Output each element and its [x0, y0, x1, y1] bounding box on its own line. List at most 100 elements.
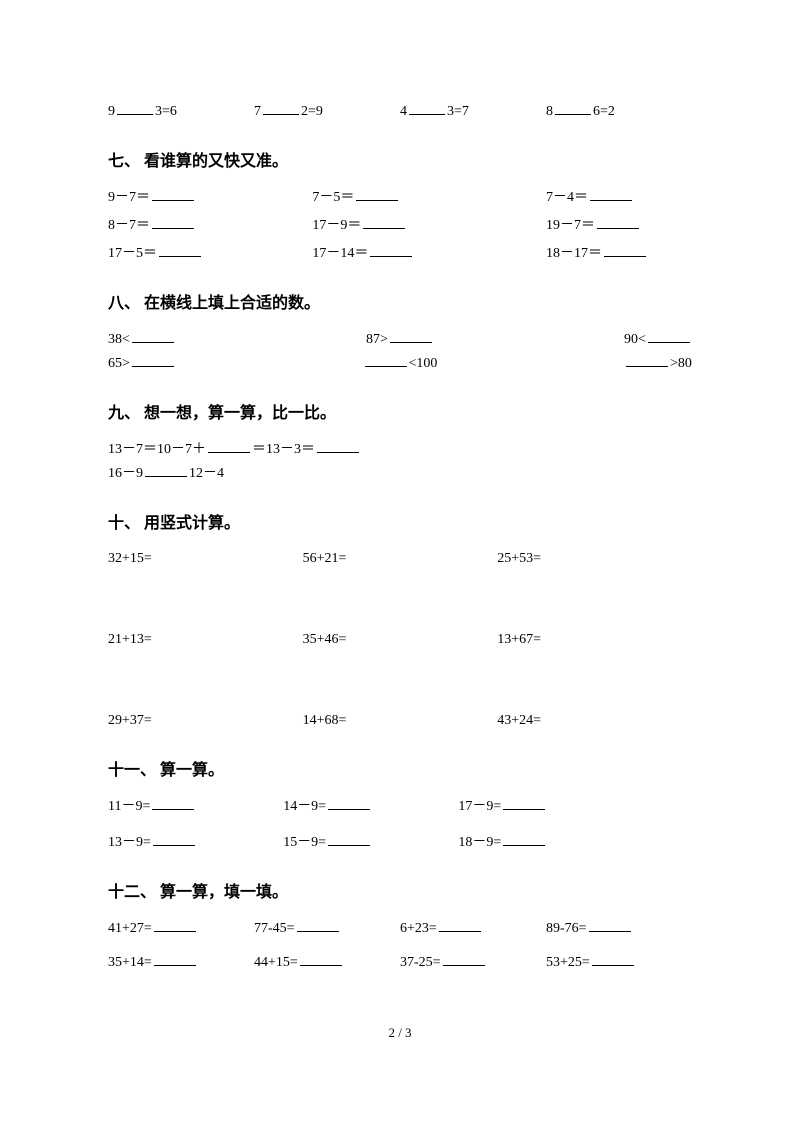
s9-line2: 16－912－4	[108, 462, 692, 484]
expr: 14+68=	[303, 710, 498, 731]
expr: 17－5＝	[108, 246, 157, 261]
expr: 9－7＝	[108, 190, 150, 205]
fill-blank[interactable]	[153, 831, 195, 846]
s9-line1: 13－7＝10－7＋＝13－3＝	[108, 438, 692, 460]
expr: 35+14=	[108, 955, 152, 970]
num: 7	[254, 104, 261, 119]
fill-blank[interactable]	[208, 438, 250, 453]
expr: 65>	[108, 356, 130, 371]
expr: 13－9=	[108, 835, 151, 850]
fill-blank[interactable]	[592, 951, 634, 966]
expr: 56+21=	[303, 548, 498, 569]
section-12-title: 十二、 算一算，填一填。	[108, 881, 692, 905]
section-9-title: 九、 想一想，算一算，比一比。	[108, 402, 692, 426]
top-item: 9 3=6	[108, 100, 254, 122]
top-fill-row: 9 3=6 72=9 43=7 86=2	[108, 100, 692, 122]
expr: 13+67=	[497, 629, 692, 650]
fill-blank[interactable]	[152, 795, 194, 810]
top-item: 86=2	[546, 100, 692, 122]
expr: 21+13=	[108, 629, 303, 650]
num: 9	[108, 104, 115, 119]
expr: 53+25=	[546, 955, 590, 970]
s8-row: 65> <100 >80	[108, 352, 692, 374]
s10-row: 29+37= 14+68= 43+24=	[108, 710, 692, 731]
s7-row: 17－5＝ 17－14＝ 18－17＝	[108, 242, 692, 264]
expr: 43+24=	[497, 710, 692, 731]
expr: >80	[670, 356, 692, 371]
fill-blank[interactable]	[439, 917, 481, 932]
fill-blank[interactable]	[363, 214, 405, 229]
s12-row: 41+27= 77-45= 6+23= 89-76=	[108, 917, 692, 939]
fill-blank[interactable]	[263, 100, 299, 115]
s11-row: 13－9= 15－9= 18－9=	[108, 831, 692, 853]
section-10-title: 十、 用竖式计算。	[108, 512, 692, 536]
fill-blank[interactable]	[503, 795, 545, 810]
expr: 7－4＝	[546, 190, 588, 205]
s11-row: 11－9= 14－9= 17－9=	[108, 795, 692, 817]
fill-blank[interactable]	[154, 917, 196, 932]
expr: 25+53=	[497, 548, 692, 569]
top-item: 43=7	[400, 100, 546, 122]
fill-blank[interactable]	[317, 438, 359, 453]
fill-blank[interactable]	[597, 214, 639, 229]
expr: 17－14＝	[312, 246, 368, 261]
worksheet-page: 9 3=6 72=9 43=7 86=2 七、 看谁算的又快又准。 9－7＝ 7－…	[0, 0, 800, 1083]
fill-blank[interactable]	[152, 186, 194, 201]
fill-blank[interactable]	[300, 951, 342, 966]
num: 6=2	[593, 104, 615, 119]
fill-blank[interactable]	[328, 795, 370, 810]
s7-row: 8－7＝ 17－9＝ 19－7＝	[108, 214, 692, 236]
fill-blank[interactable]	[604, 242, 646, 257]
expr: 44+15=	[254, 955, 298, 970]
s8-row: 38< 87> 90<	[108, 328, 692, 350]
fill-blank[interactable]	[365, 352, 407, 367]
expr: 87>	[366, 332, 388, 347]
top-item: 72=9	[254, 100, 400, 122]
expr: 18－9=	[458, 835, 501, 850]
s12-row: 35+14= 44+15= 37-25= 53+25=	[108, 951, 692, 973]
fill-blank[interactable]	[390, 328, 432, 343]
expr: 29+37=	[108, 710, 303, 731]
fill-blank[interactable]	[297, 917, 339, 932]
expr: 19－7＝	[546, 218, 595, 233]
section-8-title: 八、 在横线上填上合适的数。	[108, 292, 692, 316]
fill-blank[interactable]	[648, 328, 690, 343]
fill-blank[interactable]	[555, 100, 591, 115]
fill-blank[interactable]	[152, 214, 194, 229]
expr: 17－9=	[458, 799, 501, 814]
fill-blank[interactable]	[328, 831, 370, 846]
s7-row: 9－7＝ 7－5＝ 7－4＝	[108, 186, 692, 208]
expr: 17－9＝	[312, 218, 361, 233]
fill-blank[interactable]	[132, 352, 174, 367]
fill-blank[interactable]	[159, 242, 201, 257]
fill-blank[interactable]	[154, 951, 196, 966]
expr: 15－9=	[283, 835, 326, 850]
num: 4	[400, 104, 407, 119]
expr: 77-45=	[254, 921, 295, 936]
section-11-title: 十一、 算一算。	[108, 759, 692, 783]
expr: 7－5＝	[312, 190, 354, 205]
expr: <100	[409, 356, 438, 371]
fill-blank[interactable]	[503, 831, 545, 846]
expr: 12－4	[189, 466, 224, 481]
expr: 89-76=	[546, 921, 587, 936]
section-7-title: 七、 看谁算的又快又准。	[108, 150, 692, 174]
fill-blank[interactable]	[409, 100, 445, 115]
expr: 6+23=	[400, 921, 437, 936]
fill-blank[interactable]	[590, 186, 632, 201]
fill-blank[interactable]	[145, 462, 187, 477]
fill-blank[interactable]	[370, 242, 412, 257]
fill-blank[interactable]	[356, 186, 398, 201]
expr: 8－7＝	[108, 218, 150, 233]
fill-blank[interactable]	[443, 951, 485, 966]
fill-blank[interactable]	[626, 352, 668, 367]
expr: 32+15=	[108, 548, 303, 569]
expr: 90<	[624, 332, 646, 347]
page-number: 2 / 3	[108, 1023, 692, 1043]
fill-blank[interactable]	[589, 917, 631, 932]
expr: 18－17＝	[546, 246, 602, 261]
expr: 11－9=	[108, 799, 150, 814]
fill-blank[interactable]	[132, 328, 174, 343]
num: 3=6	[155, 104, 177, 119]
fill-blank[interactable]	[117, 100, 153, 115]
